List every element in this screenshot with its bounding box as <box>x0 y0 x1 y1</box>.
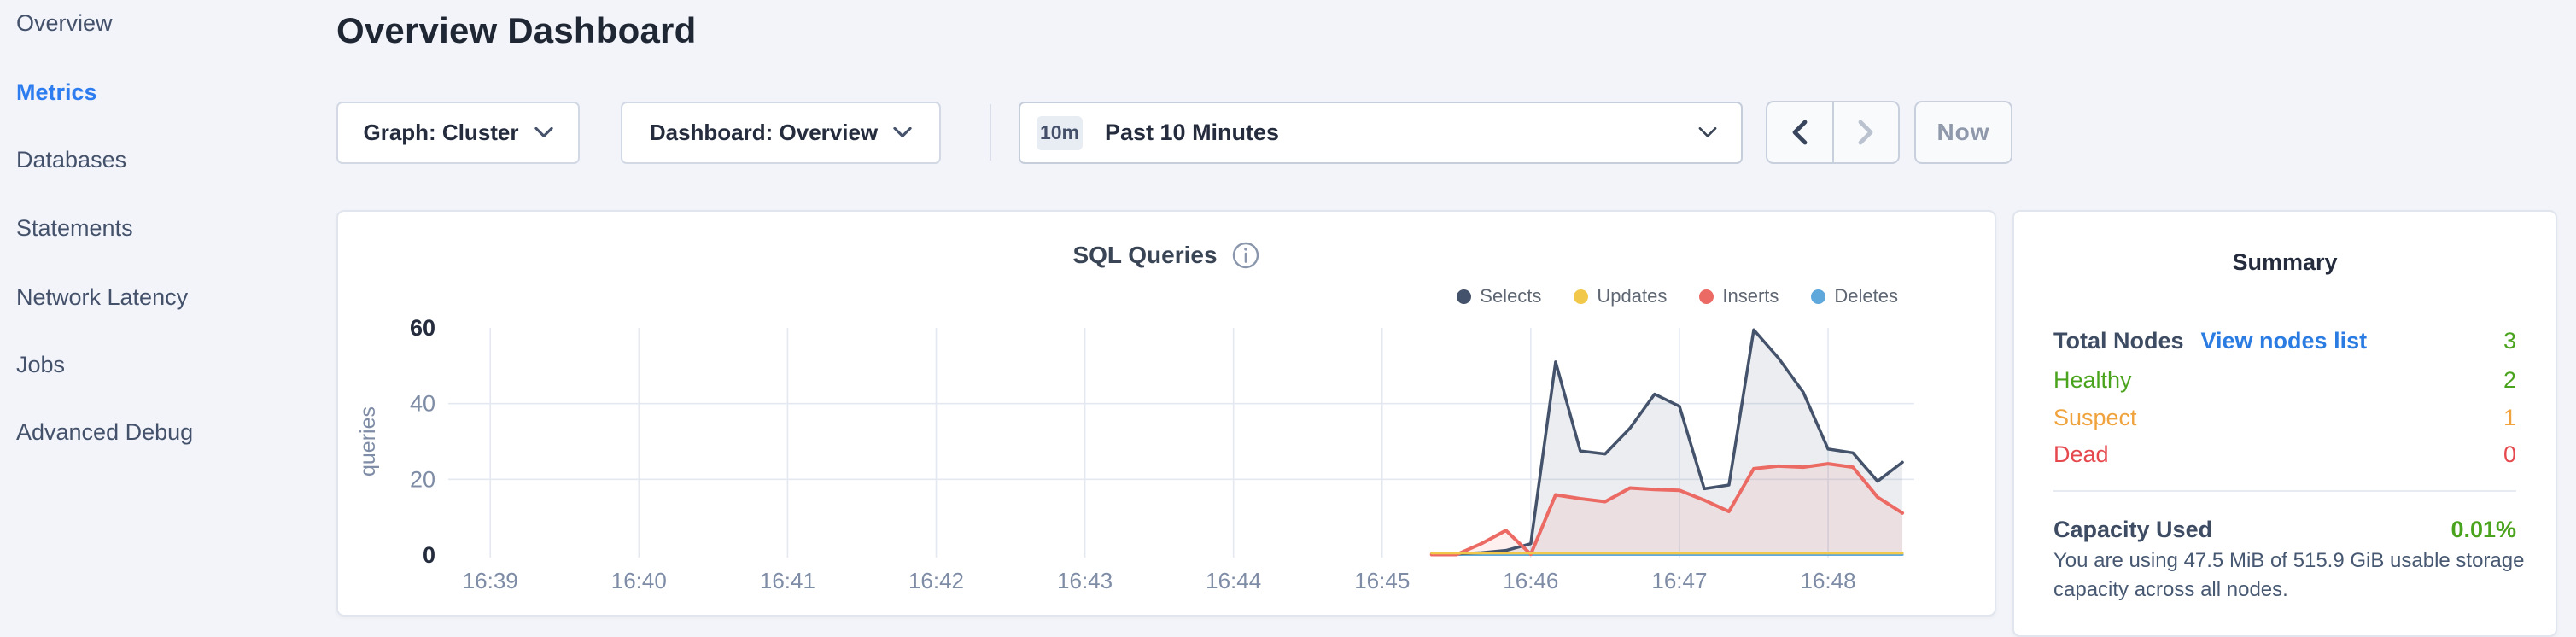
capacity-row: Capacity Used 0.01% <box>2053 515 2516 544</box>
series-line-selects <box>1429 328 1904 556</box>
x-tick-label: 16:43 <box>1057 568 1113 593</box>
x-tick-label: 16:39 <box>463 568 518 593</box>
view-nodes-list-link[interactable]: View nodes list <box>2200 327 2368 354</box>
chevron-down-icon <box>1698 127 1717 137</box>
dead-value: 0 <box>2503 441 2516 467</box>
chart-legend: Selects Updates Inserts Deletes <box>1457 285 1898 307</box>
chart-title: SQL Queries <box>1072 242 1218 268</box>
chevron-down-icon <box>893 127 912 137</box>
y-tick-label: 60 <box>410 315 435 341</box>
x-tick-label: 16:40 <box>611 568 667 593</box>
y-axis-title: queries <box>356 406 380 476</box>
x-tick-label: 16:42 <box>908 568 964 593</box>
capacity-label: Capacity Used <box>2053 516 2213 542</box>
series-fills <box>1431 330 1903 555</box>
summary-title: Summary <box>2232 249 2338 275</box>
chevron-left-icon <box>1792 120 1808 145</box>
legend-item-deletes[interactable]: Deletes <box>1811 285 1898 307</box>
legend-item-updates[interactable]: Updates <box>1574 285 1667 307</box>
y-tick-label: 0 <box>423 542 435 568</box>
now-button[interactable]: Now <box>1914 101 2012 164</box>
legend-label: Inserts <box>1722 285 1779 307</box>
x-tick-label: 16:44 <box>1206 568 1261 593</box>
legend-dot-icon <box>1699 289 1714 304</box>
time-range-label: Past 10 Minutes <box>1105 120 1280 145</box>
legend-dot-icon <box>1811 289 1826 304</box>
sidebar-item-databases[interactable]: Databases <box>16 147 127 172</box>
toolbar-divider <box>990 104 991 161</box>
legend-label: Updates <box>1597 285 1668 307</box>
series-fill-selects <box>1431 330 1903 555</box>
legend-dot-icon <box>1457 289 1472 304</box>
page-title: Overview Dashboard <box>336 10 697 50</box>
graph-dropdown[interactable]: Graph: Cluster <box>336 102 580 164</box>
chevron-right-icon <box>1858 120 1873 145</box>
sidebar-item-jobs[interactable]: Jobs <box>16 352 66 377</box>
sql-queries-chart-card: SQL Queries Selects Updates Inserts Deletes… <box>336 210 1996 617</box>
dead-row: Dead 0 <box>2053 440 2516 469</box>
y-tick-label: 40 <box>410 391 435 417</box>
capacity-value: 0.01% <box>2450 516 2516 542</box>
sidebar-item-statements[interactable]: Statements <box>16 215 133 241</box>
total-nodes-label: Total Nodes <box>2053 327 2184 354</box>
healthy-label: Healthy <box>2053 366 2132 393</box>
suspect-value: 1 <box>2503 404 2516 430</box>
y-tick-label: 20 <box>410 466 435 492</box>
dashboard-dropdown-label: Dashboard: Overview <box>649 120 879 145</box>
y-axis: 0 20 40 60 queries <box>356 315 435 568</box>
x-tick-label: 16:41 <box>760 568 815 593</box>
x-tick-label: 16:47 <box>1651 568 1707 593</box>
suspect-row: Suspect 1 <box>2053 403 2516 432</box>
series-line-inserts <box>1429 462 1905 557</box>
time-prev-button[interactable] <box>1767 102 1834 162</box>
x-tick-label: 16:45 <box>1354 568 1410 593</box>
summary-panel: Summary Total Nodes View nodes list 3 Hea… <box>2012 210 2557 637</box>
sidebar-item-network-latency[interactable]: Network Latency <box>16 284 189 310</box>
series-fill-inserts <box>1431 464 1903 555</box>
graph-dropdown-label: Graph: Cluster <box>363 120 519 145</box>
gridlines <box>448 328 1914 558</box>
suspect-label: Suspect <box>2053 404 2137 430</box>
sidebar: Overview Metrics Databases Statements Networ… <box>0 0 324 623</box>
dead-label: Dead <box>2053 441 2109 467</box>
x-tick-label: 16:46 <box>1503 568 1558 593</box>
dashboard-dropdown[interactable]: Dashboard: Overview <box>621 102 941 164</box>
healthy-row: Healthy 2 <box>2053 365 2516 394</box>
capacity-note: You are using 47.5 MiB of 515.9 GiB usab… <box>2053 549 2525 601</box>
sidebar-item-metrics[interactable]: Metrics <box>16 79 97 105</box>
sidebar-item-overview[interactable]: Overview <box>16 10 113 36</box>
total-nodes-value: 3 <box>2503 327 2516 354</box>
time-next-button[interactable] <box>1834 102 1899 162</box>
total-nodes-row: Total Nodes View nodes list 3 <box>2053 326 2516 355</box>
x-tick-label: 16:48 <box>1800 568 1855 593</box>
legend-item-inserts[interactable]: Inserts <box>1699 285 1779 307</box>
sidebar-item-advanced-debug[interactable]: Advanced Debug <box>16 419 194 445</box>
legend-item-selects[interactable]: Selects <box>1457 285 1541 307</box>
time-range-badge: 10m <box>1037 115 1083 150</box>
legend-label: Deletes <box>1834 285 1898 307</box>
healthy-value: 2 <box>2503 366 2516 393</box>
chevron-down-icon <box>534 127 553 137</box>
x-axis: 16:39 16:40 16:41 16:42 16:43 16:44 16:45 16:46… <box>463 568 1856 593</box>
info-icon[interactable] <box>1231 241 1260 270</box>
summary-divider <box>2053 490 2516 492</box>
time-range-dropdown[interactable]: 10m Past 10 Minutes <box>1019 102 1743 164</box>
legend-dot-icon <box>1574 289 1589 304</box>
legend-label: Selects <box>1480 285 1542 307</box>
time-pager <box>1766 101 1900 164</box>
